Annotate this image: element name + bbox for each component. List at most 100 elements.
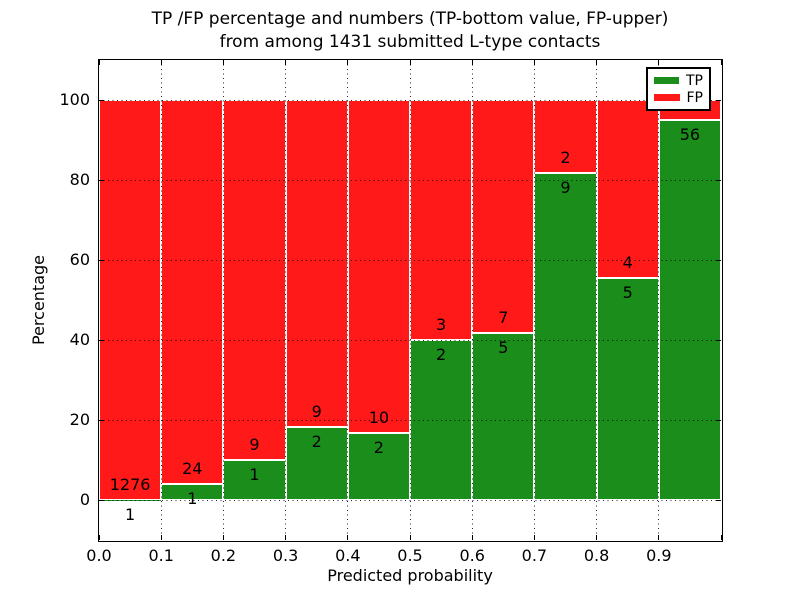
y-tick-label: 80: [69, 170, 90, 189]
gridline-vertical: [533, 60, 535, 540]
tp-count-label: 1: [187, 489, 198, 508]
x-tick-mark: [533, 535, 536, 540]
x-tick-mark: [409, 60, 411, 65]
x-tick-mark: [285, 535, 287, 540]
bar-segment-tp: [347, 433, 410, 500]
bar-segment-fp: [410, 100, 473, 340]
gridline-horizontal: [99, 419, 721, 421]
y-tick-mark: [99, 339, 104, 341]
x-tick-label: 0.3: [272, 546, 299, 565]
y-tick-mark: [99, 419, 104, 421]
fp-count-label: 9: [249, 435, 260, 454]
y-tick-mark: [716, 259, 721, 261]
x-tick-mark: [720, 60, 722, 65]
bar-segment-tp: [658, 120, 721, 500]
x-tick-mark: [222, 535, 225, 540]
x-tick-label: 0.1: [148, 546, 174, 565]
y-tick-label: 60: [69, 250, 90, 269]
fp-count-label: 4: [622, 252, 633, 272]
bar-segment-fp: [472, 100, 535, 334]
bar-segment-fp: [285, 100, 348, 428]
gridline-vertical: [222, 60, 224, 540]
y-tick-label: 0: [79, 490, 90, 509]
y-tick-mark: [716, 339, 721, 341]
x-tick-mark: [347, 60, 349, 65]
bar-segment-tp: [596, 277, 659, 500]
x-tick-mark: [596, 535, 598, 540]
tp-count-label: 9: [560, 177, 571, 197]
gridline-vertical: [471, 60, 473, 540]
bar-segment-tp: [285, 427, 348, 500]
x-tick-mark: [285, 60, 287, 65]
y-tick-mark: [99, 259, 104, 261]
chart-title-line-2: from among 1431 submitted L-type contact…: [219, 32, 601, 52]
x-tick-mark: [471, 535, 473, 540]
y-tick-mark: [716, 499, 721, 501]
tp-count-label: 2: [311, 432, 322, 452]
fp-count-label: 2: [560, 147, 571, 167]
x-tick-label: 0.5: [397, 546, 423, 565]
x-axis-label: Predicted probability: [327, 566, 493, 585]
tp-count-label: 1: [249, 465, 260, 484]
x-tick-mark: [596, 60, 598, 65]
gridline-horizontal: [99, 339, 721, 341]
x-tick-mark: [409, 535, 411, 540]
legend-entry-tp: TP: [654, 73, 703, 89]
tp-count-label: 56: [679, 125, 701, 145]
x-tick-mark: [347, 535, 349, 540]
bar-segment-fp: [161, 100, 224, 484]
tp-count-label: 2: [436, 345, 447, 364]
x-tick-label: 0.0: [86, 546, 112, 565]
y-tick-label: 40: [69, 330, 90, 349]
gridline-vertical: [285, 60, 287, 540]
x-tick-mark: [98, 535, 100, 540]
chart-title: TP /FP percentage and numbers (TP-bottom…: [99, 8, 721, 54]
x-tick-label: 0.4: [335, 546, 361, 565]
fp-count-label: 9: [311, 402, 322, 422]
x-tick-label: 0.9: [646, 546, 672, 565]
y-tick-mark: [716, 99, 721, 101]
gridline-vertical: [409, 60, 411, 540]
bar-segment-fp: [347, 100, 410, 434]
plot-area: 1276 1 24 1 9 1 9 2 10 2 3 2 7 5 2 9 4 5 56: [97, 58, 723, 542]
y-tick-label: 100: [59, 90, 90, 109]
tp-count-label: 1: [125, 504, 136, 524]
tp-count-label: 5: [622, 282, 633, 302]
x-tick-label: 0.2: [210, 546, 237, 565]
y-tick-mark: [99, 499, 104, 501]
gridline-horizontal: [99, 499, 721, 501]
y-tick-label: 20: [69, 410, 90, 429]
gridline-horizontal: [99, 259, 721, 261]
x-tick-mark: [720, 535, 722, 540]
bar-segment-fp: [99, 100, 162, 500]
x-tick-mark: [222, 60, 225, 65]
y-tick-mark: [716, 419, 721, 421]
x-tick-mark: [471, 60, 473, 65]
gridline-vertical: [160, 60, 162, 540]
x-tick-label: 0.7: [521, 546, 548, 565]
fp-count-label: 10: [368, 408, 390, 428]
x-tick-mark: [160, 60, 162, 65]
x-tick-mark: [658, 535, 660, 540]
tp-count-label: 5: [498, 338, 509, 358]
chart-title-line-1: TP /FP percentage and numbers (TP-bottom…: [151, 9, 669, 29]
bar-segment-fp: [596, 100, 659, 278]
x-tick-mark: [658, 60, 660, 65]
legend-entry-fp: FP: [654, 90, 703, 106]
bar-segment-tp: [472, 333, 535, 500]
x-tick-label: 0.6: [459, 546, 485, 565]
gridline-vertical: [596, 60, 598, 540]
gridline-horizontal: [99, 179, 721, 181]
y-axis-label: Percentage: [29, 255, 48, 346]
fp-count-label: 24: [182, 459, 203, 478]
y-tick-mark: [716, 179, 721, 181]
bar-segment-fp: [223, 100, 286, 460]
gridline-vertical: [347, 60, 349, 540]
legend: TP FP: [646, 67, 711, 111]
legend-label-tp: TP: [686, 72, 703, 89]
gridline-horizontal: [99, 99, 721, 101]
gridline-vertical: [658, 60, 660, 540]
legend-swatch-fp-icon: [654, 94, 680, 101]
bar-segment-tp: [534, 172, 597, 500]
